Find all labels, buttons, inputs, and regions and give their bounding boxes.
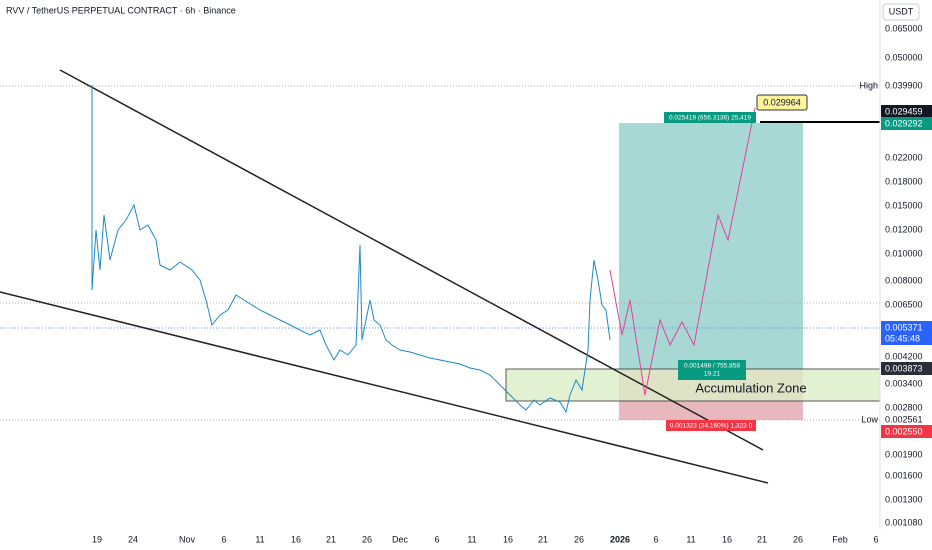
time-tick-label: 26 (362, 534, 372, 544)
time-tick-label: 19 (92, 534, 102, 544)
price-tick-label: 0.003400 (885, 378, 923, 388)
price-tick-label: 0.065000 (885, 23, 923, 33)
tag-bg (881, 425, 932, 438)
price-tick-label: 0.001080 (885, 517, 923, 527)
tag-bg (881, 362, 932, 375)
tag-bg (881, 321, 932, 345)
stop-price: 0.002550 (885, 426, 923, 436)
high-label: High (859, 80, 878, 90)
profit-label: 0.025419 (656.3136) 25,419 (669, 115, 751, 122)
target-box (756, 94, 808, 111)
low-price: 0.002561 (885, 414, 923, 424)
tag-bg (881, 105, 932, 118)
lower-trendline (0, 291, 769, 484)
time-tick-label: 2026 (610, 534, 630, 544)
time-tick-label: Dec (392, 534, 409, 544)
loss-box (666, 420, 756, 431)
price-tick-label: 0.022000 (885, 152, 923, 162)
position-box (678, 360, 746, 380)
target-black: 0.029459 (885, 106, 923, 116)
chart-title: RVV / TetherUS PERPETUAL CONTRACT · 6h ·… (6, 5, 236, 15)
price-tick-label: 0.001900 (885, 449, 923, 459)
low-label: Low (861, 414, 878, 424)
price-tick-label: 0.010000 (885, 248, 923, 258)
time-tick-label: Feb (832, 534, 848, 544)
projection-path (609, 107, 756, 396)
price-tick-label: 0.002800 (885, 402, 923, 412)
tag-bg (881, 117, 932, 130)
price-tick-label: 0.001300 (885, 494, 923, 504)
time-tick-label: 11 (467, 534, 476, 544)
entry-price: 0.003873 (885, 363, 923, 373)
price-tick-label: 0.015000 (885, 200, 923, 210)
price-tick-label: 0.006500 (885, 299, 923, 309)
position-line1: 0.001498 / 755.858 (684, 363, 740, 370)
currency-box (882, 3, 920, 21)
price-path (91, 85, 611, 414)
time-tick-label: 16 (291, 534, 301, 544)
position-line2: 19.21 (704, 371, 721, 378)
price-tick-label: 0.018000 (885, 176, 923, 186)
price-tick-label: 0.050000 (885, 52, 923, 62)
time-tick-label: 6 (653, 534, 658, 544)
time-tick-label: 26 (793, 534, 803, 544)
countdown: 05:45:48 (885, 333, 920, 343)
time-tick-label: 16 (722, 534, 732, 544)
last-price: 0.005371 (885, 322, 923, 332)
price-tick-label: 0.008000 (885, 275, 923, 285)
loss-label: 0.001323 (34.160%) 1,323 0 (670, 423, 753, 430)
upper-trendline (59, 69, 764, 451)
time-tick-label: Nov (179, 534, 196, 544)
time-tick-label: 16 (503, 534, 513, 544)
time-tick-label: 11 (686, 534, 695, 544)
time-tick-label: 6 (434, 534, 439, 544)
profit-zone (619, 123, 803, 369)
target-price: 0.029964 (763, 97, 801, 107)
time-tick-label: 6 (873, 534, 878, 544)
time-tick-label: 21 (538, 534, 548, 544)
target-green: 0.029292 (885, 118, 923, 128)
profit-box (664, 112, 756, 123)
time-tick-label: 26 (574, 534, 584, 544)
zone-label: Accumulation Zone (695, 380, 806, 395)
high-price: 0.039900 (885, 80, 923, 90)
price-tick-label: 0.012000 (885, 224, 923, 234)
time-tick-label: 21 (757, 534, 767, 544)
currency: USDT (889, 6, 914, 16)
time-tick-label: 21 (326, 534, 336, 544)
price-tick-label: 0.001600 (885, 470, 923, 480)
time-tick-label: 24 (128, 534, 138, 544)
price-tick-label: 0.004200 (885, 351, 923, 361)
time-tick-label: 6 (221, 534, 226, 544)
time-tick-label: 11 (255, 534, 264, 544)
